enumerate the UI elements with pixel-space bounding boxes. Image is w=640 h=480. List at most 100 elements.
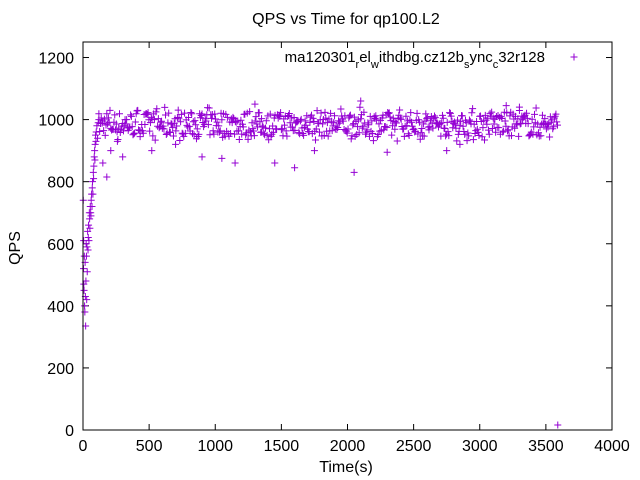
data-point <box>465 116 473 124</box>
data-point <box>401 122 409 130</box>
data-point <box>504 127 512 135</box>
data-point <box>169 124 177 132</box>
data-point <box>553 118 561 126</box>
data-point <box>209 127 217 135</box>
data-point <box>431 114 439 122</box>
data-point <box>404 130 412 138</box>
data-point <box>141 121 149 129</box>
data-point <box>391 125 399 133</box>
data-point <box>90 175 98 183</box>
data-point <box>490 120 498 128</box>
data-point <box>452 124 460 132</box>
data-point <box>454 116 462 124</box>
data-point <box>144 109 152 117</box>
data-point <box>484 126 492 134</box>
data-point <box>408 118 416 126</box>
data-point <box>396 114 404 122</box>
data-point <box>492 128 500 136</box>
data-point <box>230 114 238 122</box>
data-point <box>152 108 160 116</box>
data-point <box>465 132 473 140</box>
data-point <box>251 117 259 125</box>
data-point <box>471 130 479 138</box>
data-point <box>278 125 286 133</box>
data-point <box>191 117 199 125</box>
data-point <box>90 162 98 170</box>
data-point <box>423 115 431 123</box>
data-point <box>570 53 578 61</box>
data-point <box>425 126 433 134</box>
x-tick-label: 1500 <box>264 438 300 455</box>
data-point <box>81 302 89 310</box>
data-point <box>525 132 533 140</box>
data-point <box>111 111 119 119</box>
data-point <box>204 121 212 129</box>
data-point <box>499 128 507 136</box>
data-point <box>99 159 107 167</box>
data-point <box>327 109 335 117</box>
data-point <box>114 135 122 143</box>
axis-ticks: 0 500 1000 1500 2000 2500 3000 3500 4000 0 200 400 6… <box>38 42 630 455</box>
data-point <box>350 168 358 176</box>
data-point <box>469 136 477 144</box>
data-point <box>414 130 422 138</box>
data-point <box>84 234 92 242</box>
y-tick-label: 200 <box>47 361 74 378</box>
data-point <box>96 127 104 135</box>
data-point <box>396 106 404 114</box>
data-point <box>285 110 293 118</box>
data-point <box>216 127 224 135</box>
data-point <box>385 109 393 117</box>
data-point <box>86 224 94 232</box>
data-point <box>127 111 135 119</box>
data-point <box>431 112 439 120</box>
data-point <box>269 128 277 136</box>
data-point <box>87 212 95 220</box>
data-point <box>187 108 195 116</box>
data-point <box>439 114 447 122</box>
data-point <box>386 113 394 121</box>
data-point <box>415 118 423 126</box>
data-point <box>474 128 482 136</box>
data-point <box>319 120 327 128</box>
data-point <box>488 124 496 132</box>
data-point <box>180 132 188 140</box>
data-point <box>311 136 319 144</box>
data-point <box>166 129 174 137</box>
data-point <box>309 114 317 122</box>
data-point <box>122 120 130 128</box>
y-tick-label: 0 <box>65 423 74 440</box>
data-point <box>282 127 290 135</box>
data-point <box>146 127 154 135</box>
data-point <box>457 117 465 125</box>
data-point <box>181 109 189 117</box>
data-point <box>501 117 509 125</box>
data-point <box>100 127 108 135</box>
data-point <box>405 132 413 140</box>
data-point <box>277 109 285 117</box>
data-point <box>245 126 253 134</box>
data-point <box>189 130 197 138</box>
x-tick-label: 3500 <box>528 438 564 455</box>
data-point <box>150 116 158 124</box>
plot-frame <box>82 41 613 431</box>
data-point <box>450 120 458 128</box>
data-point <box>252 113 260 121</box>
data-point <box>419 120 427 128</box>
data-point <box>123 116 131 124</box>
y-tick-label: 600 <box>47 237 74 254</box>
data-point <box>423 114 431 122</box>
data-point <box>274 114 282 122</box>
data-point <box>295 129 303 137</box>
data-point <box>369 137 377 145</box>
data-point <box>417 129 425 137</box>
data-point <box>436 120 444 128</box>
data-point <box>299 130 307 138</box>
data-point <box>173 113 181 121</box>
data-point <box>446 109 454 117</box>
legend-label: ma120301relwithdbg.cz12bsyncc32r128 <box>285 49 545 71</box>
data-point <box>131 118 139 126</box>
data-point <box>531 110 539 118</box>
data-point <box>195 130 203 138</box>
data-point <box>290 114 298 122</box>
